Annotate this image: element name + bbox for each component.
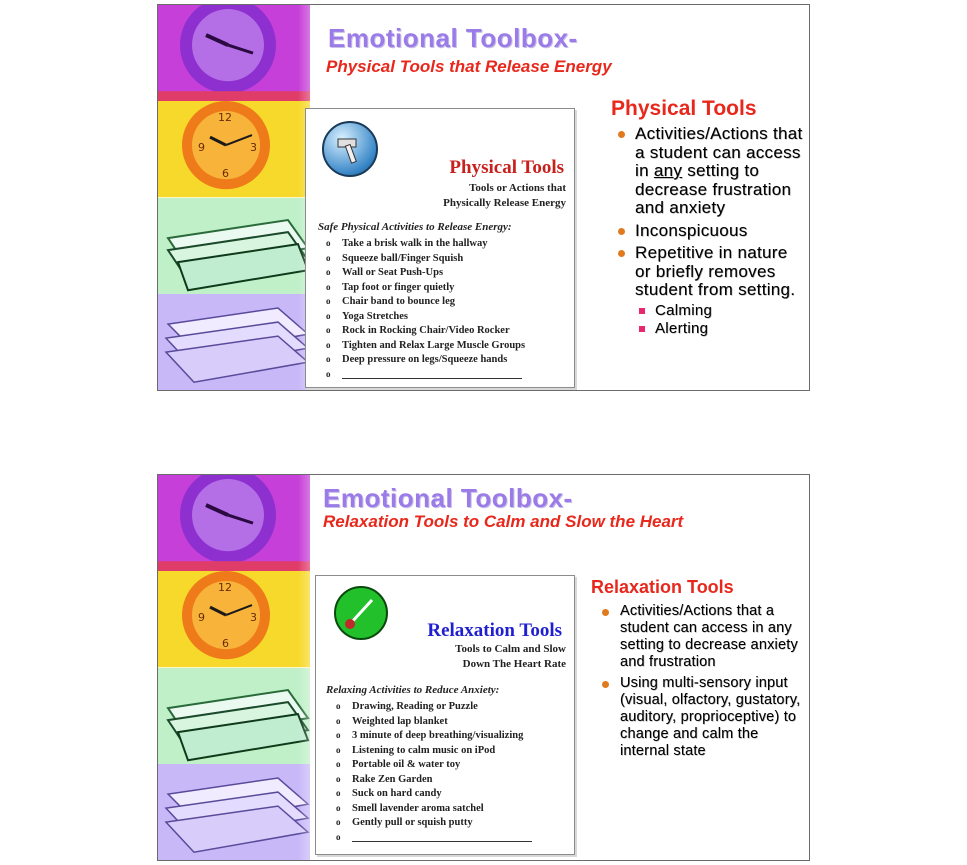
green-papers-photo	[158, 197, 310, 294]
bullet-text: setting to decrease frustration and anxi…	[635, 161, 792, 217]
lavender-papers-photo	[158, 293, 310, 390]
bullet-item: Activities/Actions that a student can ac…	[618, 124, 808, 218]
card-title: Physical Tools	[449, 157, 564, 178]
bullet-text: Repetitive in nature or briefly removes …	[635, 243, 796, 299]
card-title: Relaxation Tools	[427, 620, 562, 641]
svg-text:9: 9	[198, 141, 205, 154]
card-subtitle: Tools or Actions that Physically Release…	[443, 181, 566, 211]
list-item: Tighten and Relax Large Muscle Groups	[306, 338, 525, 354]
list-item: Chair band to bounce leg	[306, 294, 525, 310]
slide-physical-tools: 12 9 3 6 Emotiona	[157, 4, 810, 391]
physical-tools-card: Physical Tools Tools or Actions that Phy…	[305, 108, 575, 388]
list-item: Suck on hard candy	[316, 786, 532, 802]
slide-relaxation-tools: 12 9 3 6 Emotiona	[157, 474, 810, 861]
svg-text:12: 12	[218, 581, 232, 594]
list-item: Listening to calm music on iPod	[316, 743, 532, 759]
slide-subtitle: Relaxation Tools to Calm and Slow the He…	[323, 512, 684, 531]
sub-bullet-item: Alerting	[635, 320, 808, 338]
slide-title: Emotional Toolbox-	[323, 483, 573, 513]
blank-line	[342, 368, 522, 379]
card-activity-list: Take a brisk walk in the hallway Squeeze…	[306, 236, 525, 385]
list-item-blank	[306, 367, 525, 385]
blank-line	[352, 831, 532, 842]
slide-title: Emotional Toolbox-	[328, 23, 578, 53]
bullet-item: Inconspicuous	[618, 221, 808, 241]
list-item: Tap foot or finger quietly	[306, 280, 525, 296]
sub-bullet-item: Calming	[635, 302, 808, 320]
hammer-icon	[322, 121, 378, 177]
svg-text:3: 3	[250, 611, 257, 624]
card-activity-list: Drawing, Reading or Puzzle Weighted lap …	[316, 699, 532, 848]
right-heading: Relaxation Tools	[591, 577, 734, 597]
bullet-item: Repetitive in nature or briefly removes …	[618, 243, 808, 338]
list-item: Smell lavender aroma satchel	[316, 801, 532, 817]
card-lead: Safe Physical Activities to Release Ener…	[318, 221, 512, 233]
orange-clock-photo: 12 9 3 6	[158, 571, 310, 668]
green-papers-photo	[158, 667, 310, 764]
card-subtitle-line1: Tools or Actions that	[469, 182, 566, 194]
bullet-item: Using multi-sensory input (visual, olfac…	[600, 675, 808, 760]
bullet-emphasis: any	[653, 161, 683, 180]
orange-clock-photo: 12 9 3 6	[158, 101, 310, 198]
card-subtitle-line2: Down The Heart Rate	[462, 658, 566, 670]
bullet-item: Activities/Actions that a student can ac…	[600, 603, 808, 671]
list-item: Portable oil & water toy	[316, 757, 532, 773]
list-item: Drawing, Reading or Puzzle	[316, 699, 532, 715]
svg-text:6: 6	[222, 637, 229, 650]
list-item: Gently pull or squish putty	[316, 815, 532, 831]
list-item-blank	[316, 830, 532, 848]
list-item: 3 minute of deep breathing/visualizing	[316, 728, 532, 744]
list-item: Squeeze ball/Finger Squish	[306, 251, 525, 267]
list-item: Weighted lap blanket	[316, 714, 532, 730]
list-item: Deep pressure on legs/Squeeze hands	[306, 352, 525, 368]
purple-clock-photo	[158, 475, 310, 572]
right-heading: Physical Tools	[611, 97, 757, 120]
slide-subtitle: Physical Tools that Release Energy	[326, 57, 612, 76]
list-item: Wall or Seat Push-Ups	[306, 265, 525, 281]
photo-strip: 12 9 3 6	[158, 475, 310, 860]
list-item: Rake Zen Garden	[316, 772, 532, 788]
paintbrush-icon	[334, 586, 388, 640]
svg-text:6: 6	[222, 167, 229, 180]
right-bullet-list: Activities/Actions that a student can ac…	[600, 603, 808, 764]
list-item: Take a brisk walk in the hallway	[306, 236, 525, 252]
relaxation-tools-card: Relaxation Tools Tools to Calm and Slow …	[315, 575, 575, 855]
card-subtitle-line2: Physically Release Energy	[443, 197, 566, 209]
right-bullet-list: Activities/Actions that a student can ac…	[618, 124, 808, 342]
purple-clock-photo	[158, 5, 310, 102]
card-subtitle-line1: Tools to Calm and Slow	[455, 643, 566, 655]
svg-text:3: 3	[250, 141, 257, 154]
photo-strip: 12 9 3 6	[158, 5, 310, 390]
card-lead: Relaxing Activities to Reduce Anxiety:	[326, 684, 500, 696]
svg-text:12: 12	[218, 111, 232, 124]
list-item: Rock in Rocking Chair/Video Rocker	[306, 323, 525, 339]
svg-text:9: 9	[198, 611, 205, 624]
bullet-text: Activities/Actions that a student can ac…	[635, 124, 803, 180]
sub-bullet-list: Calming Alerting	[635, 302, 808, 338]
lavender-papers-photo	[158, 763, 310, 860]
list-item: Yoga Stretches	[306, 309, 525, 325]
card-subtitle: Tools to Calm and Slow Down The Heart Ra…	[455, 642, 566, 672]
